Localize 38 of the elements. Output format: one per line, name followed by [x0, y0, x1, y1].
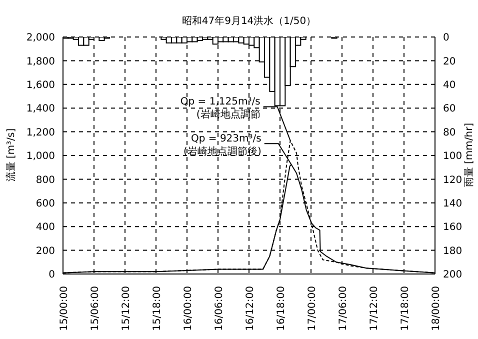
- y2-tick-label: 160: [443, 222, 462, 234]
- x-tick-label: 15/12:00: [121, 286, 132, 331]
- x-tick-label: 17/18:00: [400, 286, 411, 331]
- y2-tick-label: 180: [443, 246, 462, 257]
- y-tick-label: 1,000: [26, 151, 55, 162]
- x-tick-label: 15/00:00: [59, 286, 70, 331]
- y-tick-label: 2,000: [26, 32, 55, 44]
- x-tick-label: 16/18:00: [276, 286, 287, 331]
- y2-tick-label: 0: [443, 32, 450, 44]
- x-tick-label: 16/00:00: [183, 286, 194, 331]
- x-tick-label: 16/06:00: [214, 286, 225, 331]
- y2-tick-label: 60: [443, 104, 456, 115]
- y-tick-label: 1,200: [26, 127, 55, 138]
- x-tick-label: 18/00:00: [431, 286, 442, 331]
- y2-tick-label: 200: [443, 270, 462, 281]
- x-tick-label: 16/12:00: [245, 286, 256, 331]
- y-tick-label: 600: [36, 198, 55, 210]
- y-tick-label: 1,800: [26, 56, 55, 68]
- y2-tick-label: 100: [443, 151, 462, 162]
- chart-title: 昭和47年9月14洪水（1/50）: [180, 14, 318, 28]
- x-tick-label: 17/12:00: [369, 286, 380, 331]
- y2-tick-label: 40: [443, 80, 456, 91]
- y2-tick-label: 80: [443, 127, 456, 138]
- y-tick-label: 800: [36, 174, 55, 186]
- y-tick-label: 200: [36, 246, 55, 257]
- x-tick-label: 17/06:00: [338, 286, 349, 331]
- y2-tick-label: 140: [443, 198, 462, 210]
- y-tick-label: 0: [48, 270, 55, 281]
- y-tick-label: 400: [36, 222, 55, 234]
- x-tick-label: 15/18:00: [152, 286, 163, 331]
- y2-tick-label: 20: [443, 56, 456, 68]
- y2-tick-label: 120: [443, 174, 462, 186]
- y-tick-label: 1,600: [26, 80, 55, 91]
- y-axis-title: 流量 [m³/s]: [4, 128, 18, 182]
- y2-axis-title: 雨量 [mm/hr]: [463, 122, 476, 188]
- x-tick-label: 15/06:00: [90, 286, 101, 331]
- y-tick-label: 1,400: [26, 104, 55, 115]
- x-tick-label: 17/00:00: [307, 286, 318, 331]
